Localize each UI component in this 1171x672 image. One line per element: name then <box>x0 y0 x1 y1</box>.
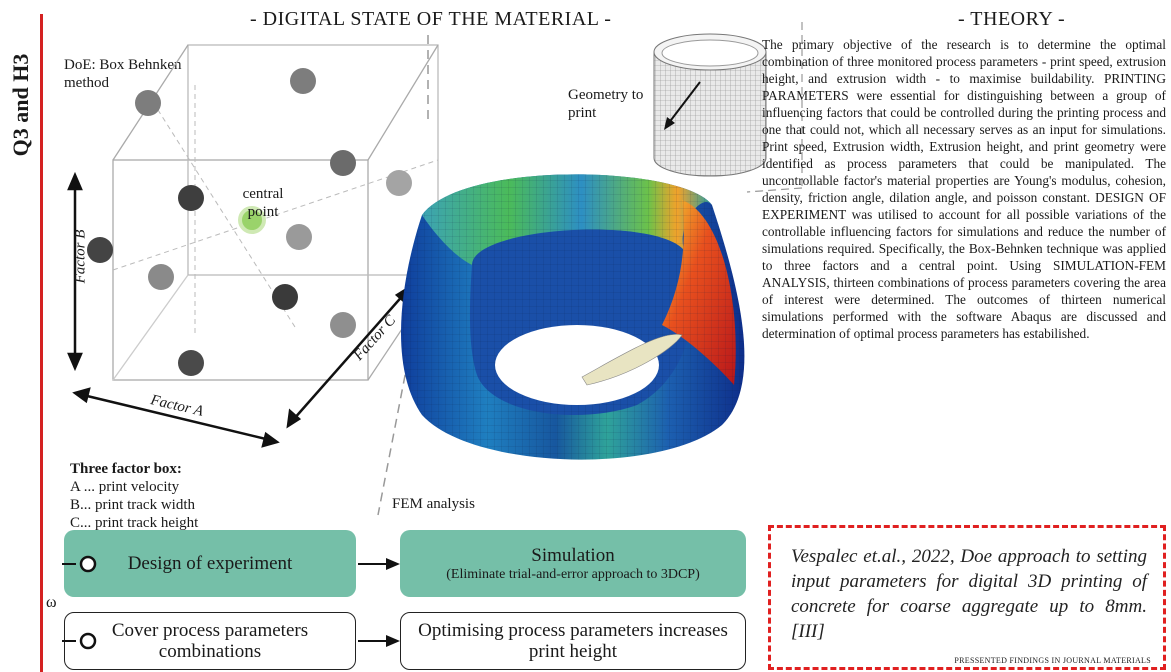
design-point <box>87 237 113 263</box>
design-point <box>330 312 356 338</box>
design-point <box>178 350 204 376</box>
design-point <box>386 170 412 196</box>
citation-box: Vespalec et.al., 2022, Doe approach to s… <box>768 525 1166 670</box>
central-point-label: central point <box>242 186 284 220</box>
design-point <box>148 264 174 290</box>
design-of-experiment-box: Design of experiment <box>64 530 356 597</box>
cube-center-lines <box>112 85 439 335</box>
theory-title: - THEORY - <box>958 8 1066 30</box>
doe-label: DoE: Box Behnken method <box>64 57 182 91</box>
omega-symbol: ω <box>46 594 57 611</box>
digital-state-title: - DIGITAL STATE OF THE MATERIAL - <box>250 8 612 30</box>
factor-item: B... print track width <box>70 497 195 513</box>
fem-analysis-label: FEM analysis <box>392 496 475 512</box>
arrow-icon <box>386 635 400 647</box>
three-factor-title: Three factor box: <box>70 461 182 477</box>
factor-item: C... print track height <box>70 515 199 531</box>
design-point <box>330 150 356 176</box>
theory-text: The primary objective of the research is… <box>762 37 1166 341</box>
citation-text: Vespalec et.al., 2022, Doe approach to s… <box>791 546 1147 642</box>
central-point-marker <box>238 206 266 234</box>
fem-model <box>401 174 745 460</box>
geometry-label: Geometry to print <box>568 87 644 121</box>
side-title: Q3 and H3 <box>8 53 33 157</box>
factor-item: A ... print velocity <box>70 479 180 495</box>
design-point <box>178 185 204 211</box>
flow-connectors <box>62 555 400 650</box>
section-divider <box>377 35 429 516</box>
simulation-box: Simulation (Eliminate trial-and-error ap… <box>400 530 746 597</box>
citation-note: PRESSENTED FINDINGS IN JOURNAL MATERIALS <box>954 656 1151 665</box>
geometry-connector <box>746 22 803 193</box>
node-circle <box>79 632 97 650</box>
design-point <box>272 284 298 310</box>
optimising-parameters-box: Optimising process parameters increases … <box>400 612 746 670</box>
three-factor-list: Three factor box: A ... print velocity B… <box>70 460 270 532</box>
factor-arrows <box>67 171 412 448</box>
geometry-cylinder <box>653 33 767 177</box>
node-circle <box>79 555 97 573</box>
factor-b-label: Factor B <box>72 229 89 284</box>
design-point <box>135 90 161 116</box>
red-accent-bar <box>40 14 43 672</box>
arrow-icon <box>386 558 400 570</box>
design-point <box>290 68 316 94</box>
design-point <box>286 224 312 250</box>
cover-parameters-box: Cover process parameters combinations <box>64 612 356 670</box>
box-behnken-cube <box>67 44 439 448</box>
